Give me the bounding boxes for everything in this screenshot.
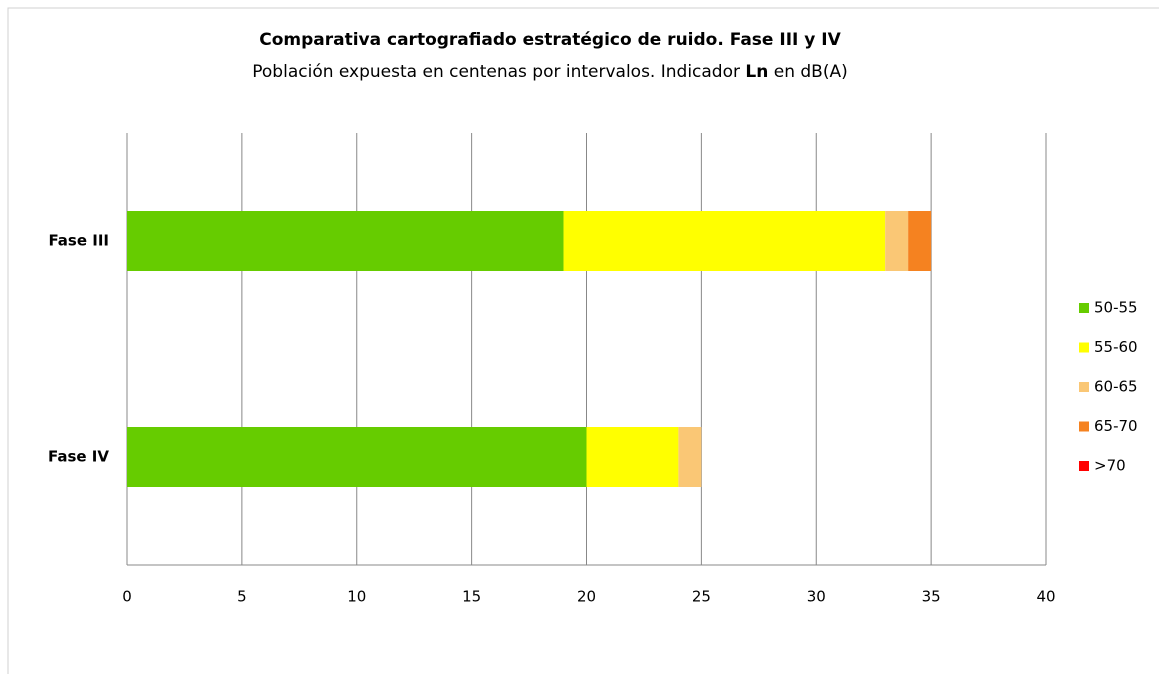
x-tick-label: 20 [577,588,596,606]
legend-swatch [1079,382,1089,392]
legend-label: 65-70 [1094,417,1138,435]
x-tick-label: 35 [922,588,941,606]
subtitle-part: Ln [745,62,768,82]
bar-segment [127,427,587,487]
x-tick-label: 10 [347,588,366,606]
bar-segment [678,427,702,487]
legend-label: 55-60 [1094,338,1138,356]
chart-subtitle: Población expuesta en centenas por inter… [252,62,847,82]
x-tick-label: 0 [122,588,132,606]
x-tick-label: 5 [237,588,247,606]
chart-title: Comparativa cartografiado estratégico de… [259,30,841,50]
x-tick-label: 15 [462,588,481,606]
chart-frame [7,7,1159,674]
legend-swatch [1079,461,1089,471]
subtitle-part: en dB(A) [768,62,847,82]
legend-label: 50-55 [1094,299,1138,317]
subtitle-part: Población expuesta en centenas por inter… [252,62,745,82]
x-tick-label: 30 [807,588,826,606]
bar-segment [908,211,932,271]
legend-swatch [1079,342,1089,353]
bar-segment [127,211,564,271]
bar-segment [563,211,886,271]
legend-label: >70 [1094,457,1126,475]
legend-swatch [1079,421,1089,432]
y-tick-label: Fase IV [48,448,109,466]
x-tick-label: 25 [692,588,711,606]
bar-segment [885,211,909,271]
bar-segment [586,427,679,487]
legend-label: 60-65 [1094,378,1138,396]
y-tick-label: Fase III [48,232,109,250]
legend-swatch [1079,303,1089,313]
x-tick-label: 40 [1036,588,1055,606]
